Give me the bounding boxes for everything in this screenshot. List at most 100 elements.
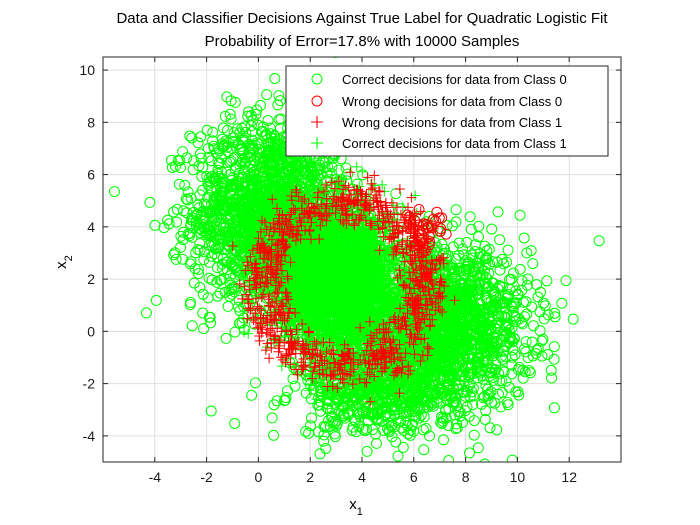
class-0-correct-point bbox=[246, 389, 258, 401]
class-0-correct-point bbox=[144, 196, 156, 208]
class-0-correct-point bbox=[185, 220, 197, 232]
class-0-correct-point bbox=[276, 159, 288, 171]
class-0-correct-point bbox=[175, 241, 186, 253]
class-0-correct-point bbox=[247, 167, 259, 178]
class-0-correct-point bbox=[195, 152, 207, 164]
class-0-correct-point bbox=[250, 108, 262, 120]
class-0-correct-point bbox=[217, 233, 229, 245]
class-0-correct-point bbox=[205, 184, 217, 196]
class-0-correct-point bbox=[166, 162, 178, 173]
class-0-correct-point bbox=[270, 145, 282, 157]
class-0-correct-point bbox=[165, 154, 177, 166]
class-0-correct-point bbox=[194, 148, 206, 160]
class-0-correct-point bbox=[181, 152, 193, 164]
class-0-correct-point bbox=[214, 287, 226, 299]
class-0-correct-point bbox=[203, 311, 215, 323]
class-0-correct-point bbox=[193, 202, 205, 214]
class-0-correct-point bbox=[177, 253, 189, 265]
class-0-correct-point bbox=[200, 199, 212, 211]
class-0-correct-point bbox=[226, 288, 238, 300]
class-0-correct-point bbox=[206, 250, 217, 262]
class-0-correct-point bbox=[203, 239, 215, 251]
class-0-correct-point bbox=[217, 263, 229, 275]
class-0-correct-point bbox=[205, 225, 217, 237]
chart-subtitle: Probability of Error=17.8% with 10000 Sa… bbox=[205, 33, 520, 50]
class-0-correct-point bbox=[181, 207, 193, 219]
class-0-correct-point bbox=[228, 253, 240, 265]
class-0-correct-point bbox=[227, 132, 239, 144]
class-0-correct-point bbox=[204, 175, 216, 187]
class-0-correct-point bbox=[213, 171, 225, 182]
class-0-correct-point bbox=[211, 212, 223, 224]
class-0-correct-point bbox=[257, 161, 269, 173]
class-0-correct-point bbox=[218, 139, 230, 151]
class-0-correct-point bbox=[269, 138, 281, 149]
class-0-correct-point bbox=[253, 209, 265, 221]
class-0-correct-point bbox=[206, 155, 217, 167]
class-0-correct-point bbox=[269, 174, 281, 186]
class-0-correct-point bbox=[187, 164, 199, 176]
class-0-correct-point bbox=[322, 161, 333, 173]
class-0-correct-point bbox=[273, 90, 285, 102]
class-0-correct-point bbox=[184, 299, 196, 311]
class-0-correct-point bbox=[171, 216, 183, 228]
class-0-correct-point bbox=[175, 162, 186, 174]
class-0-correct-point bbox=[174, 155, 186, 167]
chart-title: Data and Classifier Decisions Against Tr… bbox=[116, 10, 608, 27]
class-0-correct-point bbox=[175, 230, 187, 242]
class-0-correct-point bbox=[224, 108, 236, 120]
class-0-correct-point bbox=[189, 263, 201, 275]
class-0-correct-point bbox=[262, 115, 274, 126]
class-0-correct-point bbox=[186, 231, 198, 243]
class-0-correct-point bbox=[203, 230, 215, 242]
class-0-correct-point bbox=[186, 132, 198, 144]
class-0-correct-point bbox=[311, 164, 323, 176]
class-0-correct-point bbox=[213, 199, 225, 211]
class-0-correct-point bbox=[251, 151, 262, 163]
class-0-correct-point bbox=[203, 256, 215, 268]
data-points bbox=[109, 57, 605, 462]
class-0-correct-point bbox=[208, 173, 219, 185]
class-0-correct-point bbox=[209, 243, 221, 255]
class-0-correct-point bbox=[214, 192, 226, 204]
class-0-correct-point bbox=[190, 220, 202, 231]
class-0-correct-point bbox=[222, 256, 234, 268]
class-0-correct-point bbox=[237, 207, 249, 219]
class-0-correct-point bbox=[256, 126, 267, 138]
class-0-correct-point bbox=[272, 146, 284, 158]
class-0-correct-point bbox=[226, 180, 238, 192]
class-0-correct-point bbox=[173, 178, 185, 190]
class-0-correct-point bbox=[224, 156, 236, 168]
class-0-correct-point bbox=[217, 186, 229, 197]
class-0-correct-point bbox=[235, 209, 247, 221]
class-0-correct-point bbox=[209, 205, 221, 217]
class-0-correct-point bbox=[273, 114, 285, 126]
class-0-correct-point bbox=[171, 203, 183, 215]
class-0-correct-point bbox=[249, 318, 260, 330]
class-0-correct-point bbox=[227, 172, 238, 184]
class-0-correct-point bbox=[269, 73, 281, 84]
class-0-correct-point bbox=[247, 180, 259, 192]
class-0-correct-point bbox=[197, 288, 209, 300]
class-0-correct-point bbox=[222, 210, 234, 222]
class-0-correct-point bbox=[185, 192, 197, 204]
class-0-correct-point bbox=[261, 183, 273, 195]
class-0-correct-point bbox=[265, 136, 277, 148]
class-0-correct-point bbox=[197, 184, 208, 196]
class-0-correct-point bbox=[234, 317, 246, 329]
class-0-correct-point bbox=[198, 323, 210, 335]
class-0-correct-point bbox=[228, 127, 240, 139]
class-0-correct-point bbox=[342, 168, 354, 180]
class-0-correct-point bbox=[282, 175, 293, 187]
class-0-correct-point bbox=[201, 124, 213, 136]
class-0-correct-point bbox=[149, 219, 161, 231]
class-0-correct-point bbox=[221, 91, 233, 103]
class-0-correct-point bbox=[340, 162, 352, 174]
class-0-correct-point bbox=[240, 126, 252, 138]
class-0-correct-point bbox=[242, 218, 254, 230]
class-0-correct-point bbox=[262, 147, 274, 159]
class-0-correct-point bbox=[194, 244, 206, 256]
class-0-correct-point bbox=[216, 178, 227, 190]
